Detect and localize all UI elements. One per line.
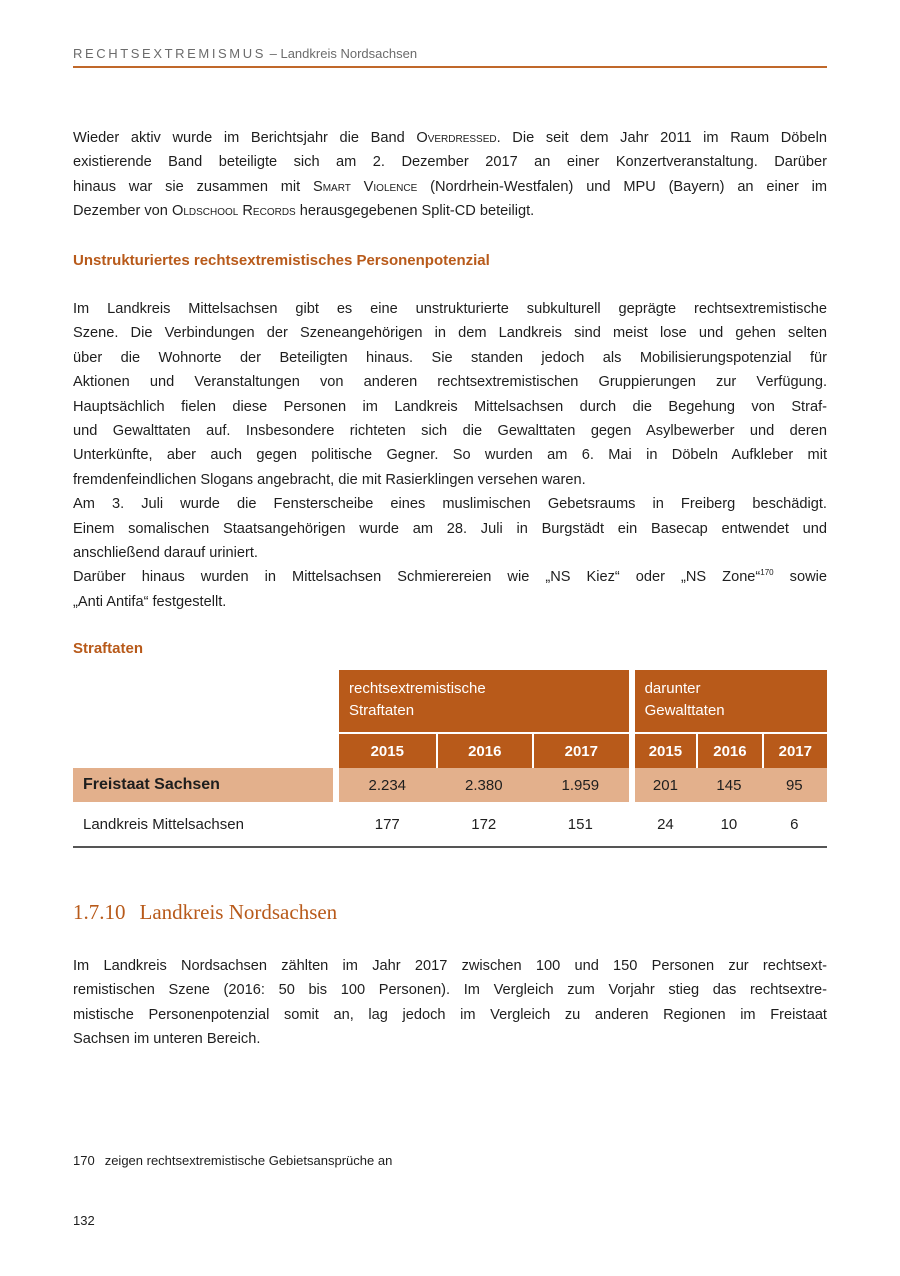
text-segment: Unterkünfte, aber auch gegen politische …	[73, 447, 827, 464]
paragraph-nordsachsen: Im Landkreis Nordsachsen zählten im Jahr…	[73, 954, 827, 1052]
text-line: Einem somalischen Staatsangehörigen wurd…	[73, 517, 827, 541]
text-line: Szene. Die Verbindungen der Szeneangehör…	[73, 321, 827, 345]
text-line: „Anti Antifa“ festgestellt.	[73, 590, 827, 614]
running-header-subtitle: – Landkreis Nordsachsen	[269, 46, 418, 61]
text-segment: . Die seit dem Jahr 2011 im Raum Döbeln	[496, 130, 828, 146]
cell: 201	[634, 768, 697, 802]
text-segment: Wieder aktiv wurde im Berichtsjahr die B…	[73, 130, 417, 146]
text-line: Wieder aktiv wurde im Berichtsjahr die B…	[73, 126, 827, 150]
cell: 172	[435, 802, 533, 848]
subheading-personenpotenzial: Unstrukturiertes rechtsextremistisches P…	[73, 252, 490, 269]
text-line: anschließend darauf uriniert.	[73, 541, 827, 565]
footnote-text: zeigen rechtsextremistische Gebietsanspr…	[104, 1153, 393, 1168]
text-segment: existierende Band beteiligte sich am 2. …	[73, 154, 827, 171]
text-segment: mistische Personenpotenzial somit an, la…	[73, 1006, 827, 1023]
text-line: Dezember von Oldschool Records herausgeg…	[73, 199, 827, 223]
text-line: über die Wohnorte der Beteiligten hinaus…	[73, 346, 827, 370]
running-header: RECHTSEXTREMISMUS – Landkreis Nordsachse…	[73, 46, 417, 61]
text-line: Aktionen und Veranstaltungen von anderen…	[73, 370, 827, 394]
text-line: remistischen Szene (2016: 50 bis 100 Per…	[73, 978, 827, 1002]
text-line: fremdenfeindlichen Slogans angebracht, d…	[73, 468, 827, 492]
section-number: 1.7.10	[73, 900, 126, 924]
text-segment: Szene. Die Verbindungen der Szeneangehör…	[73, 325, 827, 342]
cell: 1.959	[532, 768, 629, 802]
text-segment: Im Landkreis Mittelsachsen gibt es eine …	[73, 301, 827, 317]
band-name: Overdressed	[416, 130, 497, 146]
text-segment: sowie	[773, 569, 827, 586]
text-line: Unterkünfte, aber auch gegen politische …	[73, 443, 827, 467]
text-segment: Hauptsächlich fielen diese Personen im L…	[73, 398, 827, 415]
text-segment: herausgegebenen Split-CD beteiligt.	[295, 203, 535, 220]
cell: 95	[761, 768, 827, 802]
year-header: 2015	[634, 732, 697, 768]
row-label: Landkreis Mittelsachsen	[73, 802, 333, 848]
cell: 24	[634, 802, 697, 848]
text-line: Sachsen im unteren Bereich.	[73, 1027, 827, 1051]
cell: 10	[696, 802, 762, 848]
footnote: 170 zeigen rechtsextremistische Gebietsan…	[73, 1153, 392, 1168]
cell: 145	[696, 768, 762, 802]
cell: 177	[339, 802, 436, 848]
cell: 151	[532, 802, 629, 848]
text-segment: Im Landkreis Nordsachsen zählten im Jahr…	[73, 958, 827, 974]
paragraph-overdressed: Wieder aktiv wurde im Berichtsjahr die B…	[73, 126, 827, 224]
text-segment: Dezember von	[73, 203, 172, 220]
year-header: 2016	[435, 732, 533, 768]
section-title: Landkreis Nordsachsen	[139, 900, 338, 924]
cell: 2.234	[339, 768, 436, 802]
cell: 6	[761, 802, 827, 848]
text-line: Im Landkreis Mittelsachsen gibt es eine …	[73, 297, 827, 321]
table-row: Landkreis Mittelsachsen 177 172 151 24 1…	[73, 802, 827, 848]
text-line: mistische Personenpotenzial somit an, la…	[73, 1003, 827, 1027]
running-header-section: RECHTSEXTREMISMUS	[73, 46, 266, 61]
text-segment: (Nordrhein-Westfalen) und MPU (Bayern) a…	[417, 178, 827, 195]
year-header: 2017	[761, 732, 827, 768]
footnote-number: 170	[73, 1153, 95, 1168]
text-segment: Darüber hinaus wurden in Mittelsachsen S…	[73, 569, 761, 586]
table-year-row: 2015 2016 2017 2015 2016 2017	[73, 732, 827, 768]
page-number: 132	[73, 1213, 95, 1228]
text-segment: und Gewalttaten auf. Insbesondere richte…	[73, 423, 827, 440]
text-line: hinaus war sie zusammen mit Smart Violen…	[73, 175, 827, 199]
year-header: 2017	[532, 732, 629, 768]
text-segment: hinaus war sie zusammen mit	[73, 178, 313, 195]
text-segment: anschließend darauf uriniert.	[73, 545, 258, 562]
section-heading: 1.7.10 Landkreis Nordsachsen	[73, 900, 337, 925]
band-name: Smart Violence	[312, 178, 418, 195]
text-line: Am 3. Juli wurde die Fensterscheibe eine…	[73, 492, 827, 516]
text-segment: Am 3. Juli wurde die Fensterscheibe eine…	[73, 496, 827, 513]
paragraph-mittelsachsen: Im Landkreis Mittelsachsen gibt es eine …	[73, 297, 827, 614]
text-segment: remistischen Szene (2016: 50 bis 100 Per…	[73, 982, 827, 999]
straftaten-table: rechtsextremistische Straftaten darunter…	[73, 670, 827, 848]
year-header: 2016	[696, 732, 762, 768]
footnote-reference: 170	[760, 568, 774, 578]
text-line: Hauptsächlich fielen diese Personen im L…	[73, 395, 827, 419]
row-label: Freistaat Sachsen	[73, 768, 333, 802]
text-segment: Sachsen im unteren Bereich.	[73, 1031, 261, 1048]
text-segment: Einem somalischen Staatsangehörigen wurd…	[73, 520, 827, 537]
empty-corner	[73, 670, 333, 732]
year-header: 2015	[339, 732, 436, 768]
text-line: Im Landkreis Nordsachsen zählten im Jahr…	[73, 954, 827, 978]
text-line: und Gewalttaten auf. Insbesondere richte…	[73, 419, 827, 443]
text-segment: über die Wohnorte der Beteiligten hinaus…	[73, 349, 827, 366]
text-segment: Aktionen und Veranstaltungen von anderen…	[73, 374, 827, 391]
text-segment: fremdenfeindlichen Slogans angebracht, d…	[73, 471, 586, 488]
table-row: Freistaat Sachsen 2.234 2.380 1.959 201 …	[73, 768, 827, 802]
band-name: Oldschool Records	[171, 203, 296, 220]
text-line: Darüber hinaus wurden in Mittelsachsen S…	[73, 565, 827, 589]
subheading-straftaten: Straftaten	[73, 640, 144, 657]
cell: 2.380	[435, 768, 533, 802]
table-group-header-row: rechtsextremistische Straftaten darunter…	[73, 670, 827, 732]
header-rule	[73, 66, 827, 68]
group-header-straftaten: rechtsextremistische Straftaten	[339, 670, 629, 732]
group-header-gewalttaten: darunter Gewalttaten	[634, 670, 827, 732]
text-segment: „Anti Antifa“ festgestellt.	[73, 593, 227, 610]
text-line: existierende Band beteiligte sich am 2. …	[73, 150, 827, 174]
